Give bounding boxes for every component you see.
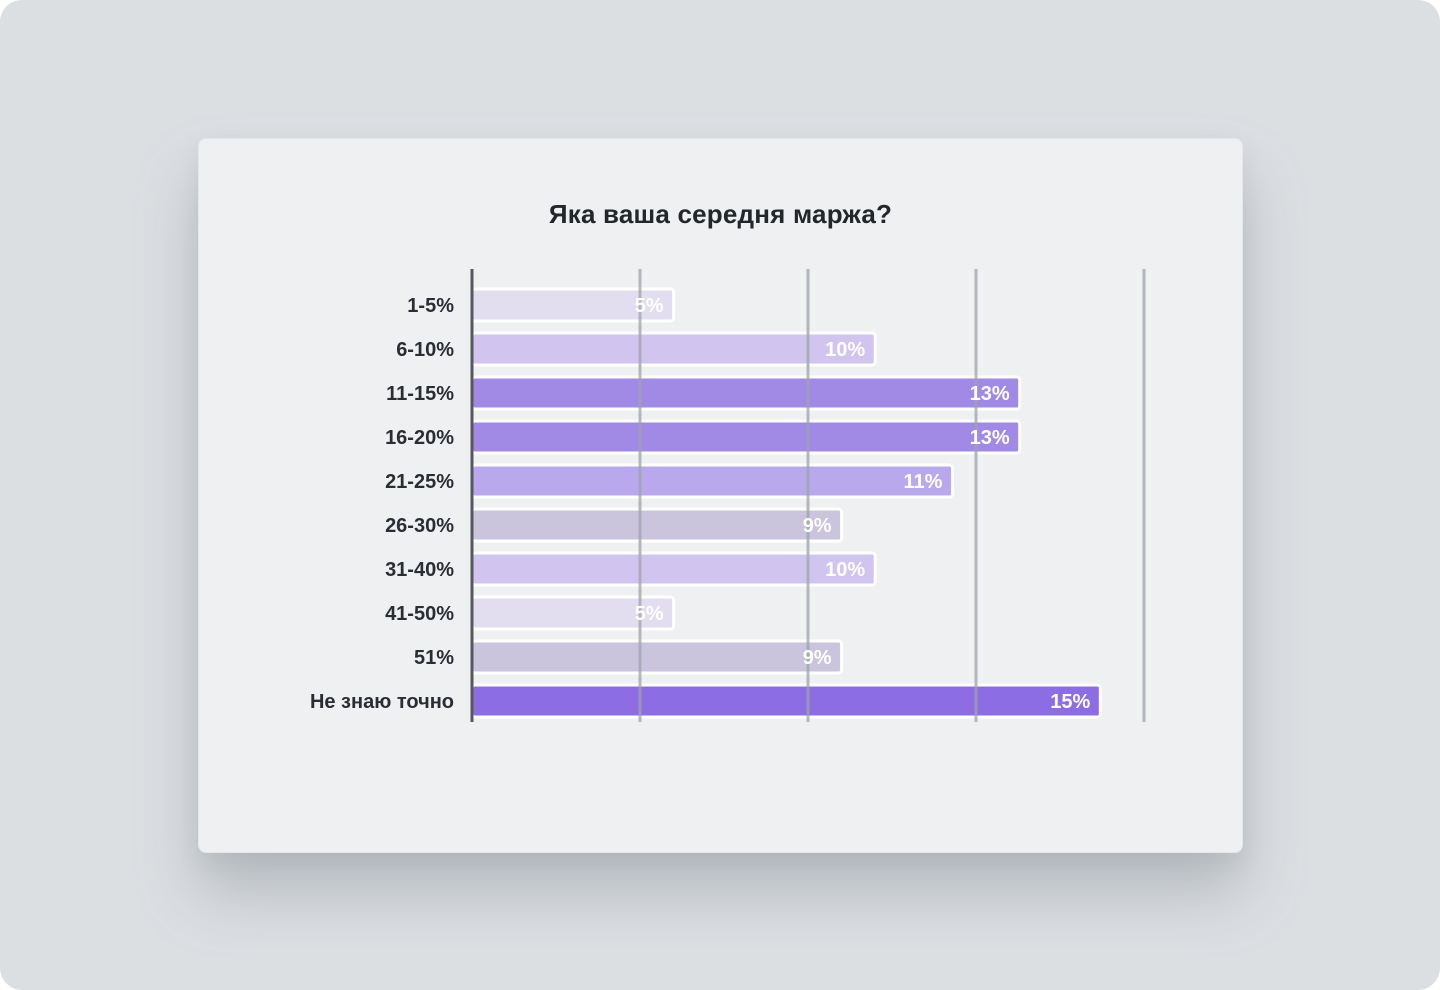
bar <box>470 419 1022 455</box>
category-label: 21-25% <box>385 471 454 493</box>
value-label: 10% <box>825 559 865 581</box>
value-label: 9% <box>803 647 832 669</box>
value-label: 13% <box>970 383 1010 405</box>
category-label: 1-5% <box>407 295 454 317</box>
category-label: Не знаю точно <box>310 691 454 713</box>
value-label: 10% <box>825 339 865 361</box>
bar <box>470 683 1102 719</box>
category-label: 26-30% <box>385 515 454 537</box>
bar-chart: 1-5% 5% 6-10% 10% 11-15% 13% 16-20% 13% 21-25% 11… <box>310 269 1146 722</box>
value-label: 11% <box>904 471 943 493</box>
value-label: 5% <box>635 295 664 317</box>
bar <box>470 375 1022 411</box>
category-label: 11-15% <box>386 383 454 405</box>
bar <box>470 463 954 499</box>
bar <box>470 639 844 675</box>
value-label: 13% <box>970 427 1010 449</box>
value-label: 9% <box>803 515 832 537</box>
category-label: 16-20% <box>385 427 454 449</box>
bar <box>470 551 877 587</box>
category-label: 6-10% <box>396 339 454 361</box>
value-label: 15% <box>1050 691 1090 713</box>
bar <box>470 331 877 367</box>
chart-title: Яка ваша середня маржа? <box>548 199 893 229</box>
bar <box>470 507 844 543</box>
category-label: 31-40% <box>385 559 454 581</box>
category-label: 51% <box>414 647 454 669</box>
category-label: 41-50% <box>385 603 454 625</box>
chart-card: Яка ваша середня маржа? 1-5% 5% 6-10% 10% 11… <box>198 138 1243 853</box>
value-label: 5% <box>635 603 664 625</box>
